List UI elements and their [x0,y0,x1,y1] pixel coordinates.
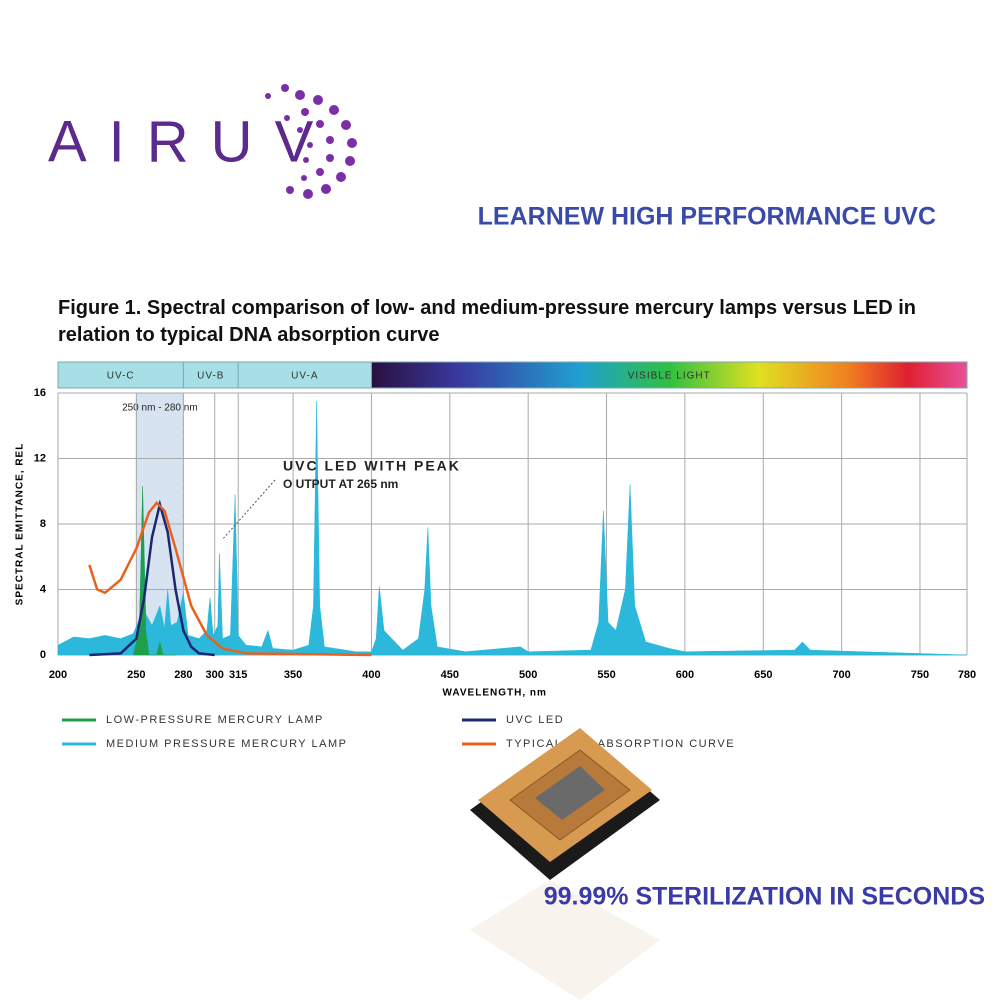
highlight-label: 250 nm - 280 nm [122,403,198,414]
band [57,361,184,389]
band-label: VISIBLE LIGHT [628,371,711,382]
series-line [88,500,372,657]
band [237,361,372,389]
legend-label: TYPICAL DNA ABSORPTION CURVE [506,738,735,750]
brand-logo: AIRUV [48,109,335,174]
y-tick-label: 8 [40,518,46,530]
logo-dots [265,84,357,199]
x-tick-label: 400 [362,669,380,681]
y-axis-label: SPECTRAL EMITTANCE, REL [15,443,26,606]
legend-label: LOW-PRESSURE MERCURY LAMP [106,714,324,726]
x-tick-label: 600 [676,669,694,681]
x-tick-label: 315 [229,669,247,681]
series-area [132,486,176,656]
x-tick-label: 280 [174,669,192,681]
x-tick-label: 300 [206,669,224,681]
x-tick-label: 780 [958,669,976,681]
x-tick-label: 550 [597,669,615,681]
band [370,361,968,389]
y-tick-label: 4 [40,583,47,595]
annotation-leader [221,479,276,541]
plot: UV-C UV-B UV-A VISIBLE LIGHT 250 nm - 280 nm… [15,361,976,750]
annotation: O UTPUT AT 265 nm [283,477,398,491]
legend-label: MEDIUM PRESSURE MERCURY LAMP [106,738,347,750]
series-line [89,499,215,657]
y-tick-label: 0 [40,649,46,661]
legend-label: UVC LED [506,714,564,726]
x-tick-label: 700 [832,669,850,681]
band [182,361,239,389]
band-label: UV-A [291,371,318,382]
x-tick-label: 750 [911,669,929,681]
led-chip [470,728,660,1000]
x-tick-label: 250 [127,669,145,681]
x-tick-label: 650 [754,669,772,681]
headline: LEARNEW HIGH PERFORMANCE UVC [478,203,936,231]
x-tick-label: 200 [49,669,67,681]
x-tick-label: 500 [519,669,537,681]
band-label: UV-B [197,371,224,382]
tagline: 99.99% STERILIZATION IN SECONDS [544,883,985,911]
x-axis-label: WAVELENGTH, nm [443,688,547,699]
y-tick-label: 12 [34,452,46,464]
x-tick-label: 450 [441,669,459,681]
y-tick-label: 16 [34,387,46,399]
band-label: UV-C [107,371,135,382]
chart-title: Figure 1. Spectral comparison of low- an… [58,297,917,346]
x-tick-label: 350 [284,669,302,681]
annotation: UVC LED WITH PEAK [283,458,461,474]
series-area [57,401,968,656]
title-box: Figure 1. Spectral comparison of low- an… [58,297,917,346]
